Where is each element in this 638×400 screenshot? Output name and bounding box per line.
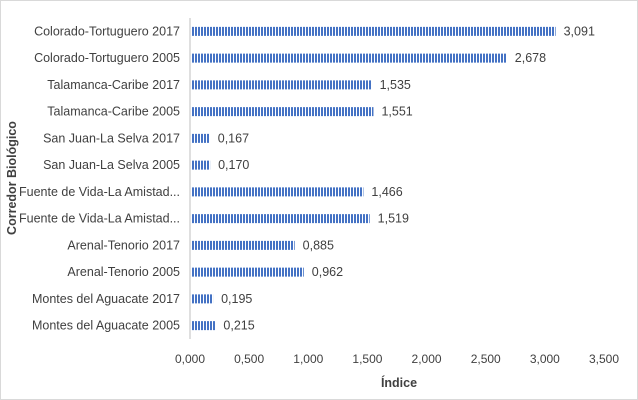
category-label: Colorado-Tortuguero 2017 [34, 24, 180, 38]
x-axis-title: Índice [381, 375, 417, 390]
bar [191, 133, 210, 143]
bars-group [191, 26, 556, 331]
bar [191, 294, 214, 304]
category-label: Colorado-Tortuguero 2005 [34, 51, 180, 65]
bar [191, 321, 216, 331]
bar [191, 160, 211, 170]
category-label: Talamanca-Caribe 2005 [47, 105, 180, 119]
data-label: 1,466 [371, 185, 402, 199]
bar [191, 53, 507, 63]
x-tick-label: 1,500 [352, 352, 382, 366]
x-tick-label: 3,500 [589, 352, 619, 366]
category-label: San Juan-La Selva 2005 [43, 158, 180, 172]
data-label: 0,885 [303, 238, 334, 252]
category-label: Montes del Aguacate 2005 [32, 319, 180, 333]
bar [191, 26, 556, 36]
x-tick-label: 2,000 [412, 352, 442, 366]
bar [191, 80, 372, 90]
data-label: 0,195 [221, 292, 252, 306]
category-label: Fuente de Vida-La Amistad... [19, 212, 180, 226]
category-label: Talamanca-Caribe 2017 [47, 78, 180, 92]
bar [191, 214, 370, 224]
data-labels: 3,091 2,678 1,535 1,551 0,167 0,170 1,466 1,519… [218, 24, 595, 332]
bar [191, 187, 364, 197]
data-label: 3,091 [564, 24, 595, 38]
x-tick-label: 0,000 [175, 352, 205, 366]
data-label: 1,519 [378, 212, 409, 226]
category-label: Arenal-Tenorio 2017 [67, 238, 180, 252]
y-axis-title: Corredor Biológico [5, 121, 19, 235]
data-label: 1,535 [380, 78, 411, 92]
data-label: 0,167 [218, 131, 249, 145]
category-label: Arenal-Tenorio 2005 [67, 265, 180, 279]
category-label: Montes del Aguacate 2017 [32, 292, 180, 306]
bar [191, 267, 304, 277]
category-labels: Colorado-Tortuguero 2017 Colorado-Tortugu… [19, 24, 180, 332]
data-label: 0,962 [312, 265, 343, 279]
x-tick-label: 1,000 [293, 352, 323, 366]
data-label: 0,170 [218, 158, 249, 172]
x-tick-label: 2,500 [471, 352, 501, 366]
bar [191, 107, 374, 117]
data-label: 2,678 [515, 51, 546, 65]
x-tick-label: 3,000 [530, 352, 560, 366]
data-label: 0,215 [223, 319, 254, 333]
x-tick-label: 0,500 [234, 352, 264, 366]
data-label: 1,551 [381, 105, 412, 119]
category-label: Fuente de Vida-La Amistad... [19, 185, 180, 199]
bar [191, 240, 295, 250]
x-tick-labels: 0,000 0,500 1,000 1,500 2,000 2,500 3,000 3,500 [175, 352, 619, 366]
category-label: San Juan-La Selva 2017 [43, 131, 180, 145]
